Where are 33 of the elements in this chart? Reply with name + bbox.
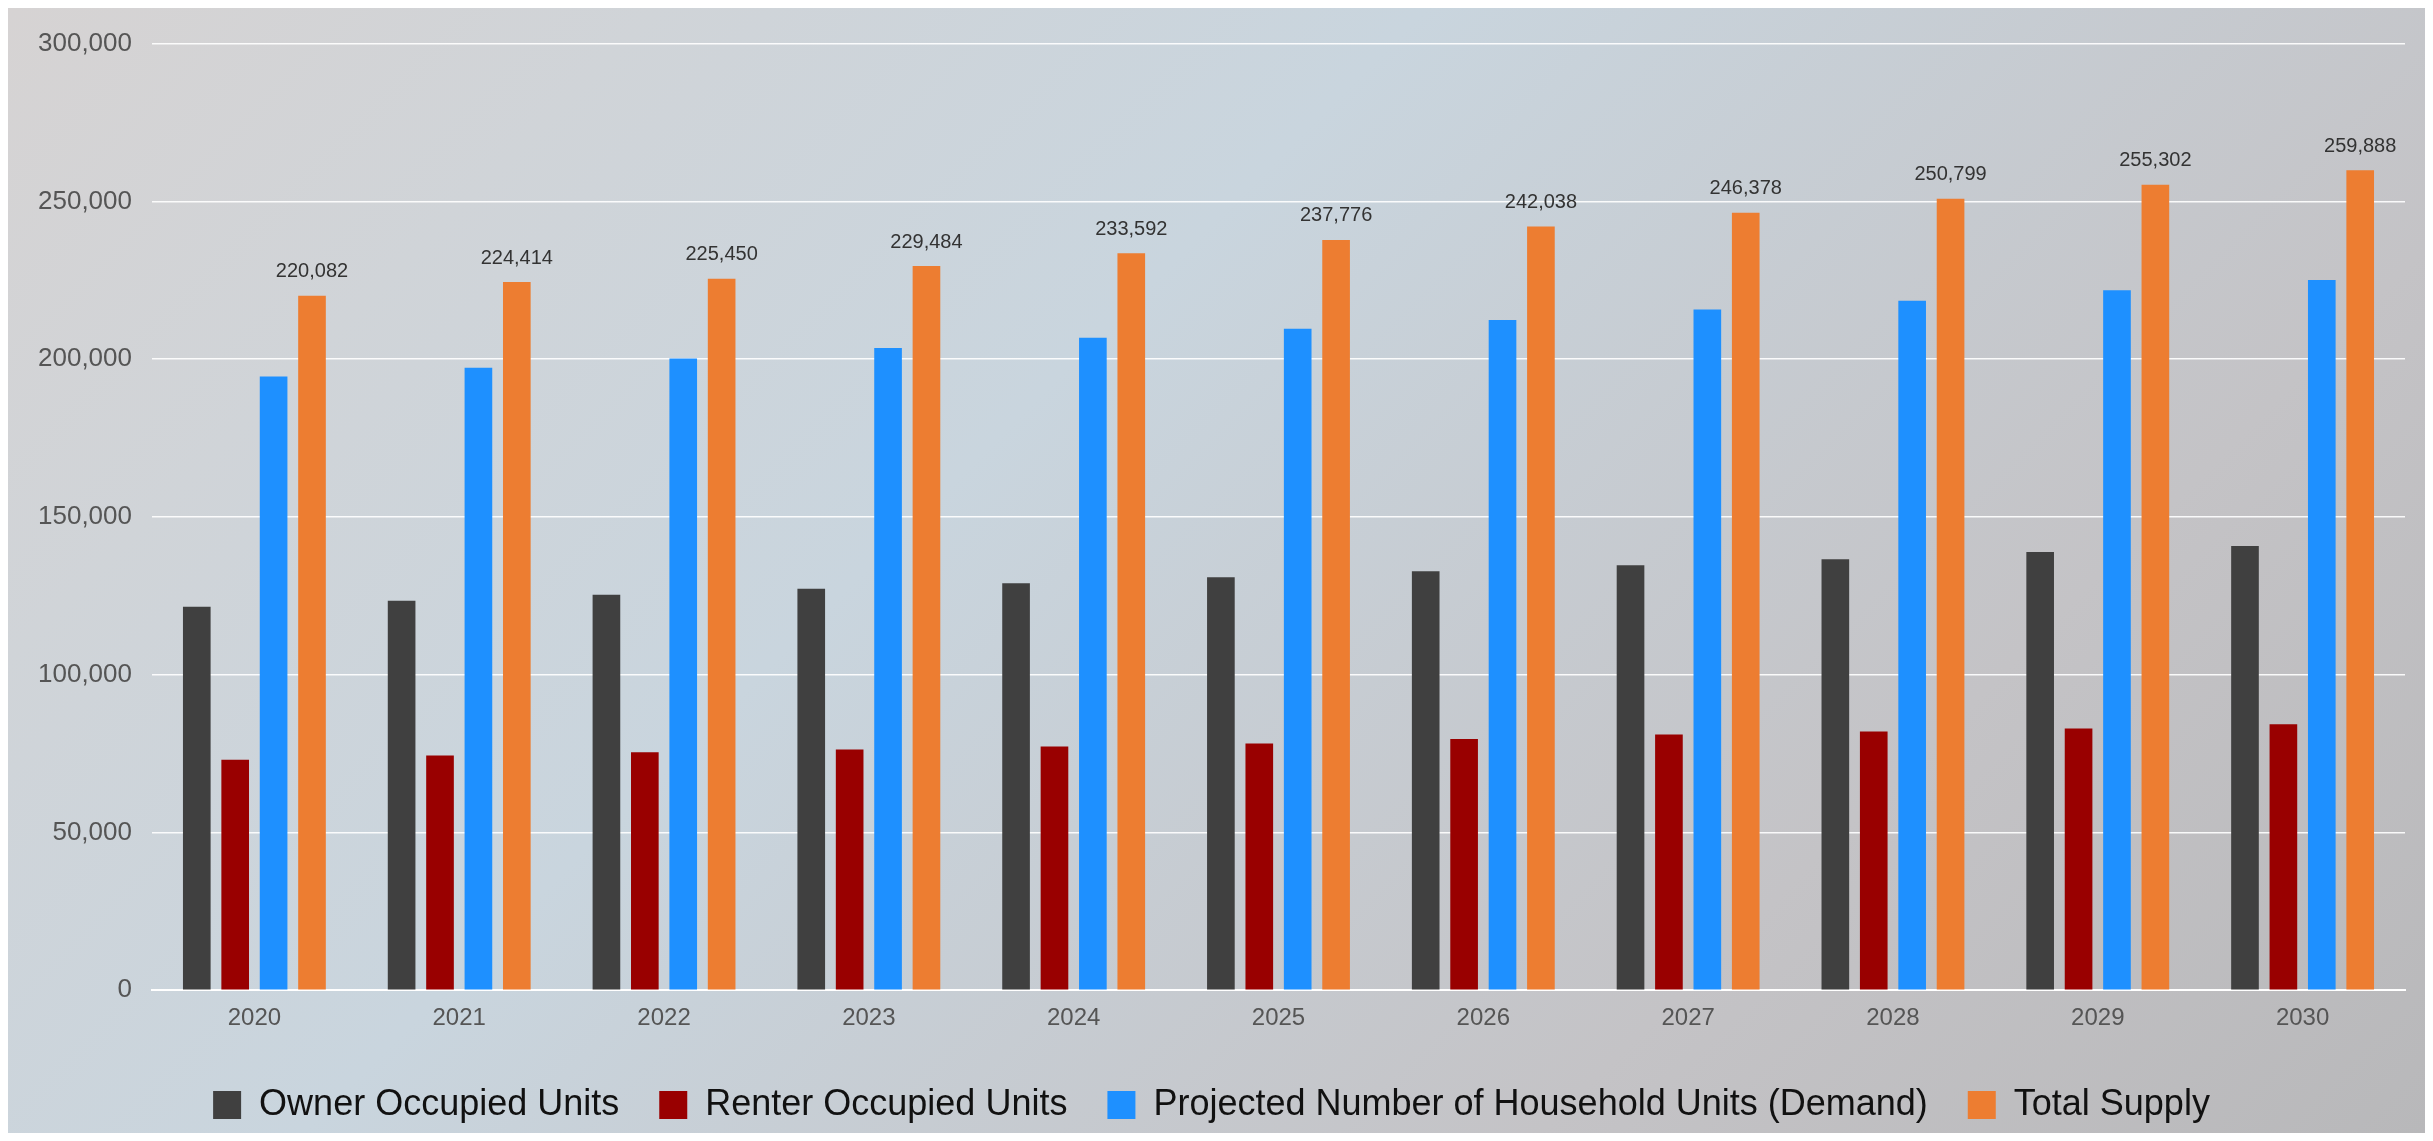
y-tick-label: 250,000 (38, 184, 132, 215)
y-tick-label: 0 (117, 973, 132, 1004)
y-tick-label: 150,000 (38, 500, 132, 531)
x-tick-label: 2027 (1661, 1003, 1715, 1031)
x-tick-label: 2020 (227, 1003, 282, 1031)
y-tick-label: 200,000 (38, 342, 132, 373)
data-label: 242,038 (1504, 190, 1578, 213)
data-label: 255,302 (2119, 148, 2192, 171)
data-label: 225,450 (685, 242, 758, 265)
x-tick-label: 2026 (1456, 1003, 1511, 1031)
y-tick-label: 300,000 (38, 26, 132, 57)
x-tick-label: 2023 (842, 1003, 896, 1031)
legend-label: Renter Occupied Units (705, 1081, 1068, 1123)
x-tick-label: 2025 (1251, 1003, 1306, 1031)
data-label: 250,799 (1914, 162, 1987, 185)
legend-label: Owner Occupied Units (259, 1081, 620, 1123)
data-label: 237,776 (1299, 203, 1373, 226)
x-tick-label: 2021 (432, 1003, 486, 1031)
x-tick-label: 2024 (1046, 1003, 1101, 1031)
data-label: 246,378 (1709, 176, 1782, 199)
data-label: 229,484 (890, 229, 963, 252)
x-tick-label: 2030 (2275, 1003, 2330, 1031)
x-tick-label: 2022 (637, 1003, 691, 1031)
data-label: 259,888 (2324, 133, 2397, 156)
data-label: 224,414 (480, 245, 553, 268)
legend-label: Total Supply (2013, 1081, 2210, 1123)
x-tick-label: 2029 (2071, 1003, 2125, 1031)
x-tick-label: 2028 (1866, 1003, 1920, 1031)
data-label: 220,082 (275, 259, 349, 282)
data-label: 233,592 (1095, 216, 1168, 239)
y-tick-label: 50,000 (52, 815, 132, 846)
y-tick-label: 100,000 (38, 657, 132, 688)
legend-label: Projected Number of Household Units (Demand) (1153, 1081, 1928, 1123)
